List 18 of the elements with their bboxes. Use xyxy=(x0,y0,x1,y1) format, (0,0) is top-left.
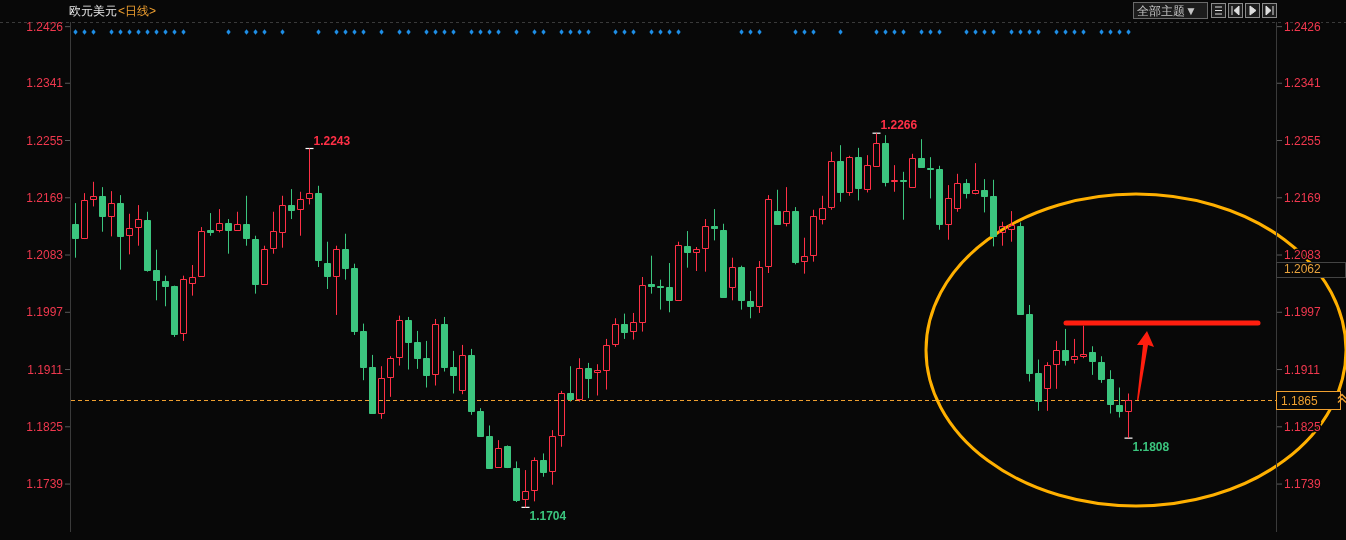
title: 欧元美元 xyxy=(69,4,117,18)
y-tick-label: 1.2341 xyxy=(26,76,63,91)
y-tick-label: 1.2083 xyxy=(26,248,63,263)
y-tick-label: 1.1997 xyxy=(26,305,63,320)
y2-tick-label: 1.2255 xyxy=(1284,133,1321,148)
y2-tick-label: 1.2341 xyxy=(1284,76,1321,91)
value-label: 1.1704 xyxy=(529,509,567,524)
control-label: 全部主题▼ xyxy=(1137,4,1197,18)
subtitle: <日线> xyxy=(118,4,156,18)
y-tick-label: 1.2426 xyxy=(26,19,63,34)
y-tick-label: 1.1739 xyxy=(26,477,63,492)
y2-tick-label: 1.2426 xyxy=(1284,19,1321,34)
value-label: 1.2243 xyxy=(313,133,351,148)
y-tick-label: 1.2255 xyxy=(26,133,63,148)
y-tick-label: 1.1825 xyxy=(26,419,63,434)
value-label: 1.2266 xyxy=(880,118,918,133)
y-tick-label: 1.1911 xyxy=(27,362,63,377)
y-tick-label: 1.2169 xyxy=(26,190,63,205)
